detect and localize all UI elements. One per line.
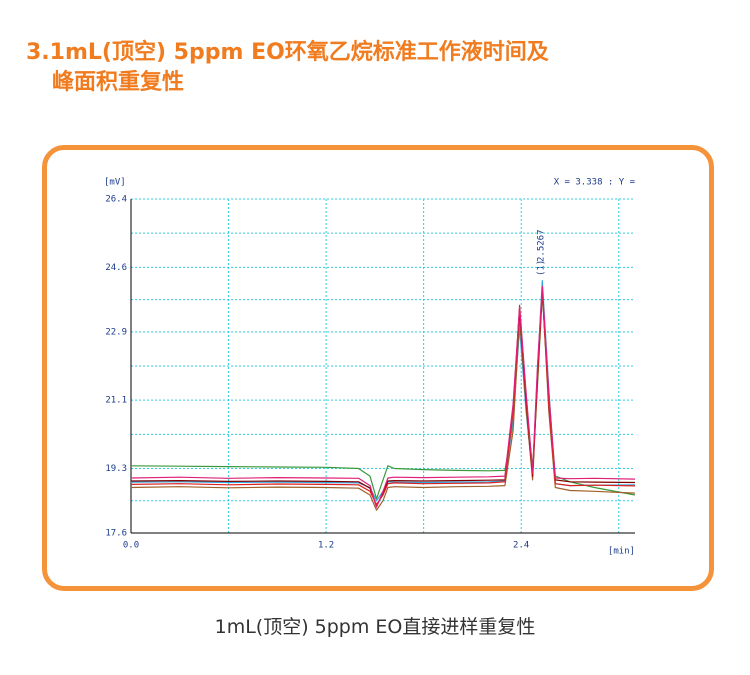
peak-annotation: 2.5267: [537, 229, 547, 262]
chart-frame: [42, 145, 714, 591]
y-tick-label: 24.6: [105, 263, 127, 273]
title-line: 峰面积重复性: [52, 70, 185, 95]
peak-annotation: (1): [537, 260, 547, 276]
cursor-readout: X = 3.338 : Y =: [554, 178, 636, 188]
page-title: 3.1mL(顶空) 5ppm EO环氧乙烷标准工作液时间及峰面积重复性: [26, 38, 549, 98]
x-tick-label: 2.4: [513, 541, 529, 551]
x-tick-label: 1.2: [318, 541, 334, 551]
y-tick-label: 21.1: [105, 396, 127, 406]
trace-line: [130, 285, 636, 508]
trace-line: [130, 289, 636, 506]
trace-line: [130, 287, 636, 511]
trace-line: [130, 289, 636, 507]
y-tick-label: 26.4: [105, 195, 127, 205]
y-tick-label: 17.6: [105, 529, 127, 539]
title-line: 3.1mL(顶空) 5ppm EO环氧乙烷标准工作液时间及: [26, 40, 549, 65]
x-tick-label: 0.0: [123, 541, 139, 551]
y-tick-label: 22.9: [105, 327, 127, 337]
y-tick-label: 19.3: [105, 464, 127, 474]
trace-line: [130, 280, 636, 502]
y-axis-label: [mV]: [104, 178, 126, 188]
caption: 1mL(顶空) 5ppm EO直接进样重复性: [214, 616, 536, 638]
x-axis-label: [min]: [608, 547, 635, 557]
